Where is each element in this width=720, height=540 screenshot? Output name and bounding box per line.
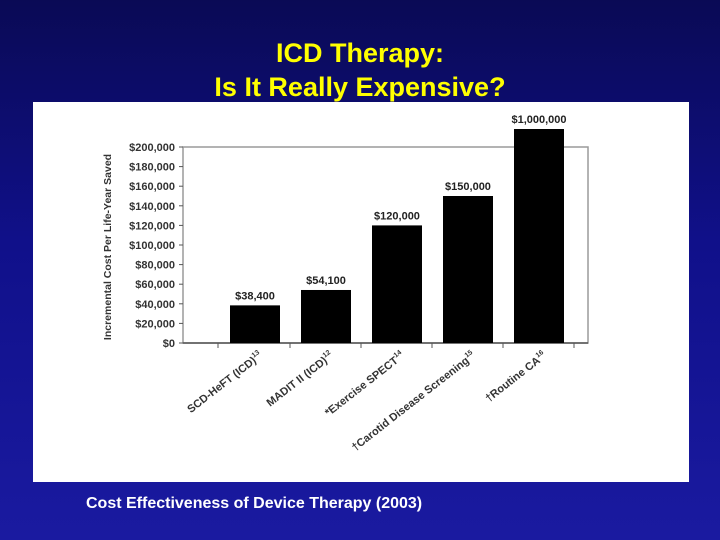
- x-category-superscript: 14: [393, 349, 404, 359]
- y-tick-label: $120,000: [129, 220, 175, 232]
- x-category-superscript: 15: [464, 349, 475, 359]
- x-category-label: SCD-HeFT (ICD)13: [185, 349, 265, 416]
- y-tick-label: $100,000: [129, 240, 175, 252]
- bar: [372, 225, 422, 343]
- y-tick-label: $0: [163, 338, 175, 350]
- slide-title-line2: Is It Really Expensive?: [214, 72, 506, 102]
- y-axis-label: Incremental Cost Per Life-Year Saved: [102, 154, 114, 340]
- bar-data-label: $120,000: [374, 210, 420, 222]
- x-category-superscript: 16: [535, 349, 546, 359]
- bar: [230, 305, 280, 343]
- slide-title-line1: ICD Therapy:: [275, 38, 445, 68]
- bar-chart: $0 $20,000 $40,000 $60,000 $80,000 $100,000 $1…: [102, 114, 589, 454]
- y-tick-label: $40,000: [135, 299, 175, 311]
- y-tick-label: $200,000: [129, 142, 175, 154]
- y-tick-label: $180,000: [129, 162, 175, 174]
- y-tick-label: $80,000: [135, 260, 175, 272]
- x-category-superscript: 12: [322, 349, 333, 359]
- slide-caption: Cost Effectiveness of Device Therapy (20…: [86, 495, 423, 512]
- y-tick-label: $20,000: [135, 318, 175, 330]
- chart-panel: $0 $20,000 $40,000 $60,000 $80,000 $100,000 $1…: [33, 102, 689, 482]
- bar-data-label: $54,100: [306, 275, 346, 287]
- bar-data-label: $150,000: [445, 181, 491, 193]
- bar: [443, 196, 493, 343]
- bar-data-label: $38,400: [235, 290, 275, 302]
- x-category-label: †Routine CA16: [483, 349, 549, 405]
- y-tick-label: $140,000: [129, 201, 175, 213]
- y-tick-label: $160,000: [129, 181, 175, 193]
- bar: [301, 289, 351, 343]
- y-tick-label: $60,000: [135, 279, 175, 291]
- bar: [514, 129, 564, 343]
- x-category-label: MADIT II (ICD)12: [264, 349, 336, 409]
- bar-data-label: $1,000,000: [511, 114, 566, 126]
- x-category-label: †Carotid Disease Screening15: [349, 349, 478, 454]
- x-category-superscript: 13: [251, 349, 262, 359]
